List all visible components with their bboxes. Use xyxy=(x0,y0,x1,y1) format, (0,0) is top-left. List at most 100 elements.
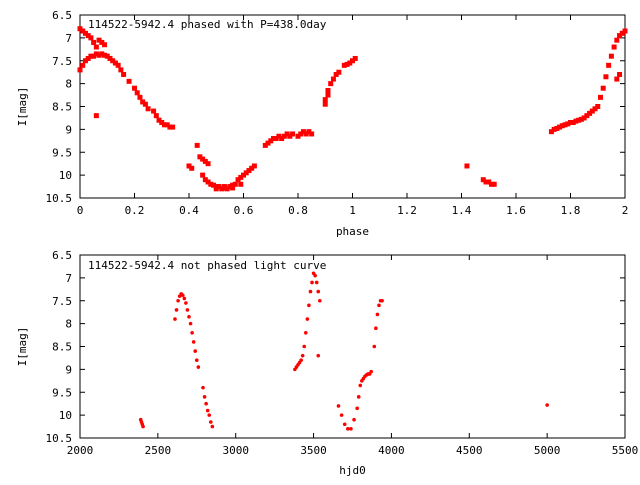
data-point xyxy=(347,60,353,66)
data-point xyxy=(606,62,612,68)
data-point xyxy=(202,395,207,399)
y-tick-label: 7.5 xyxy=(52,55,72,68)
plot-frame xyxy=(79,254,626,439)
data-point xyxy=(112,60,118,66)
data-point xyxy=(77,67,83,73)
data-point xyxy=(161,122,167,128)
data-point xyxy=(208,181,214,187)
x-axis-label: phase xyxy=(336,225,369,238)
data-point xyxy=(200,172,206,178)
data-point xyxy=(322,97,328,103)
data-point xyxy=(189,165,195,171)
data-point xyxy=(570,120,576,126)
data-point xyxy=(270,136,276,142)
data-point xyxy=(350,58,355,64)
data-point xyxy=(342,422,347,427)
data-point xyxy=(200,156,206,162)
data-point xyxy=(238,181,244,187)
data-point xyxy=(302,344,307,349)
data-point xyxy=(287,133,293,139)
data-point xyxy=(341,62,347,68)
y-tick-label: 8.5 xyxy=(52,101,72,114)
data-point xyxy=(603,74,609,80)
data-point xyxy=(185,308,190,312)
data-point xyxy=(107,55,113,61)
data-point xyxy=(592,106,598,112)
data-point xyxy=(141,424,145,429)
x-tick-label: 4000 xyxy=(378,444,405,457)
x-tick-label: 2 xyxy=(622,204,629,217)
data-point xyxy=(328,81,334,87)
data-point xyxy=(268,138,274,144)
data-point xyxy=(551,126,557,132)
y-tick-label: 7.5 xyxy=(52,295,72,308)
y-tick-label: 7 xyxy=(65,272,72,285)
data-point xyxy=(134,90,140,96)
data-point xyxy=(221,184,227,190)
y-axis-label: I[mag] xyxy=(16,87,29,127)
x-tick-label: 0.6 xyxy=(234,204,254,217)
data-point xyxy=(374,326,378,331)
data-point xyxy=(227,184,233,190)
x-tick-label: 0 xyxy=(77,204,84,217)
data-point xyxy=(344,61,350,67)
data-point xyxy=(313,273,317,278)
data-point xyxy=(186,163,192,169)
data-point xyxy=(224,186,230,192)
data-point xyxy=(99,51,105,57)
data-point xyxy=(118,67,124,73)
data-point xyxy=(336,404,341,408)
data-point xyxy=(608,53,614,59)
y-tick-label: 8 xyxy=(65,318,72,331)
data-point xyxy=(216,184,222,190)
data-point xyxy=(589,108,595,114)
data-point xyxy=(251,163,257,169)
x-tick-label: 1.4 xyxy=(452,204,472,217)
data-point xyxy=(262,142,268,148)
data-point xyxy=(265,140,271,146)
y-tick-label: 9 xyxy=(65,363,72,376)
data-point xyxy=(559,123,565,129)
data-point xyxy=(369,369,373,374)
data-point xyxy=(333,71,339,77)
x-tick-label: 1.8 xyxy=(561,204,581,217)
data-point xyxy=(314,280,319,285)
data-point xyxy=(565,121,571,127)
data-point xyxy=(238,174,244,180)
data-point xyxy=(85,55,91,61)
data-point xyxy=(82,58,88,64)
data-point xyxy=(578,116,584,122)
data-point xyxy=(316,289,321,294)
data-point xyxy=(174,308,179,312)
data-point xyxy=(303,131,309,137)
data-point xyxy=(622,28,628,34)
data-point xyxy=(548,129,554,135)
data-point xyxy=(184,301,188,305)
data-point xyxy=(554,125,560,131)
data-point xyxy=(201,385,205,390)
data-point xyxy=(276,133,282,139)
data-point xyxy=(614,76,620,82)
data-point xyxy=(140,99,146,105)
data-point xyxy=(211,182,217,188)
data-point xyxy=(325,92,331,98)
data-point xyxy=(611,44,617,50)
data-point xyxy=(483,179,489,185)
data-point xyxy=(159,120,165,126)
y-tick-label: 9.5 xyxy=(52,146,72,159)
data-point xyxy=(93,51,99,57)
data-point xyxy=(281,133,287,139)
data-point xyxy=(77,26,83,32)
data-point xyxy=(355,406,359,411)
data-point xyxy=(480,177,486,183)
data-point xyxy=(380,298,384,303)
x-tick-label: 1.2 xyxy=(397,204,417,217)
data-point xyxy=(614,37,620,43)
data-point xyxy=(115,62,121,68)
data-point xyxy=(145,106,151,112)
y-tick-label: 10.5 xyxy=(46,192,73,205)
data-point xyxy=(488,181,494,187)
data-point xyxy=(156,117,162,123)
data-point xyxy=(219,186,225,192)
